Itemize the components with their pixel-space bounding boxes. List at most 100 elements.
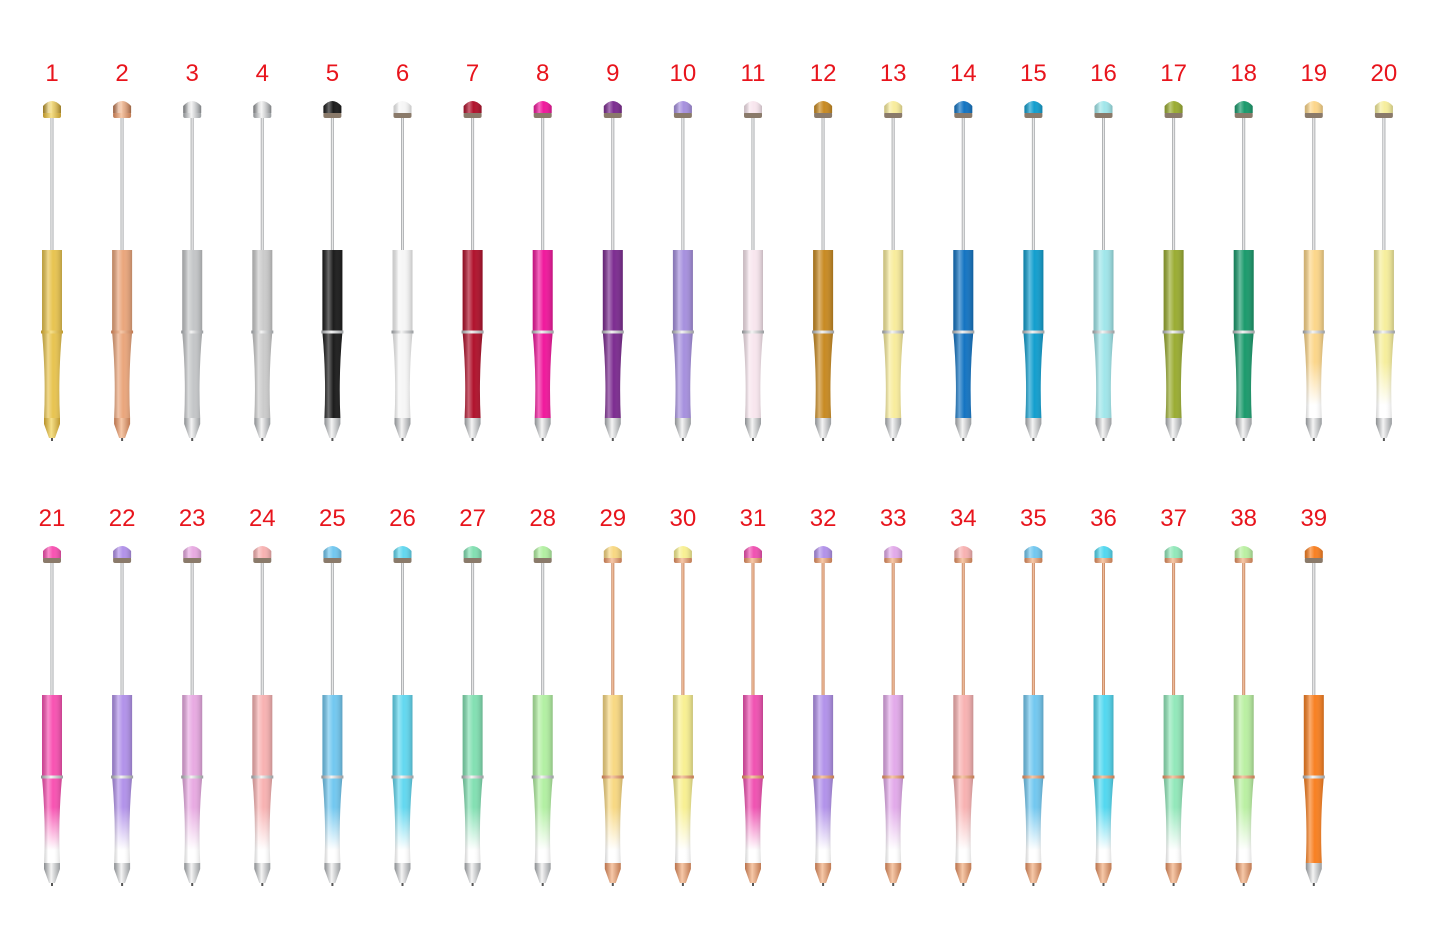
pen-middle-ring — [531, 775, 554, 779]
pen-lower-grip-shine — [1233, 332, 1254, 418]
pen-tip-collar — [1305, 863, 1322, 869]
pen-cap-shine — [1094, 546, 1113, 558]
pen-rod — [190, 118, 194, 252]
pen-number-label: 14 — [949, 60, 977, 87]
pen-upper-barrel-shine — [462, 695, 483, 777]
pen-upper-barrel-shine — [1303, 250, 1324, 332]
pen-upper-barrel-shine — [602, 695, 623, 777]
pen-ballpoint — [752, 438, 754, 441]
pen-cap-base — [113, 112, 132, 118]
pen-cap-shine — [1024, 101, 1043, 113]
pen-rod — [821, 563, 825, 697]
pen-cap-shine — [954, 546, 973, 558]
pen-rod — [891, 563, 895, 697]
pen-middle-ring — [1092, 330, 1115, 334]
pen-rod — [1382, 118, 1386, 252]
pen-cap-shine — [673, 546, 692, 558]
pen-cap-base — [1164, 557, 1183, 563]
pen-tip-collar — [464, 863, 481, 869]
pen-cap-shine — [393, 546, 412, 558]
pen-number-label: 36 — [1090, 505, 1117, 532]
pen-lower-grip-shine — [1093, 777, 1114, 863]
pen-ballpoint — [51, 438, 53, 441]
pen-rod — [961, 563, 965, 697]
pen-tip-cone — [815, 869, 832, 883]
pen-cap-shine — [1304, 101, 1323, 113]
pen-cap-base — [1234, 112, 1253, 118]
pen-rod — [611, 563, 615, 697]
pen-rod — [1312, 563, 1316, 697]
pen-tip-cone — [324, 424, 341, 438]
pen-lower-grip-shine — [672, 777, 693, 863]
pen-cap-base — [43, 557, 61, 563]
pen-cap-base — [533, 112, 552, 118]
pen-28 — [531, 546, 554, 886]
pen-cap-shine — [533, 546, 552, 558]
pen-tip-collar — [604, 418, 621, 424]
pen-tip-collar — [114, 418, 131, 424]
pen-cap-shine — [113, 546, 132, 558]
pen-tip-collar — [1235, 863, 1252, 869]
pen-ballpoint — [822, 438, 825, 441]
pen-rod — [1031, 563, 1035, 697]
pen-number-label: 15 — [1020, 60, 1047, 87]
pen-cap-base — [323, 557, 342, 563]
pen-tip-cone — [1165, 869, 1182, 883]
pen-cap-base — [954, 557, 973, 563]
pen-tip-cone — [324, 869, 341, 883]
pen-tip-cone — [394, 869, 411, 883]
pen-upper-barrel-shine — [182, 250, 203, 332]
pen-lower-grip-shine — [1303, 777, 1324, 863]
pen-upper-barrel-shine — [322, 695, 343, 777]
pen-tip-collar — [604, 863, 621, 869]
pen-cap-base — [533, 557, 552, 563]
pen-ballpoint — [471, 438, 474, 441]
pen-middle-ring — [251, 775, 274, 779]
pen-lower-grip-shine — [182, 777, 203, 863]
pen-lower-grip-shine — [813, 777, 834, 863]
pen-middle-ring — [1022, 330, 1045, 334]
pen-cap-shine — [603, 546, 622, 558]
pen-number-label: 33 — [879, 505, 907, 532]
pen-middle-ring — [181, 775, 204, 779]
pen-number-label: 23 — [178, 505, 206, 532]
pen-30 — [671, 546, 694, 886]
pen-ballpoint — [121, 883, 124, 886]
pen-cap-base — [463, 557, 482, 563]
pen-tip-cone — [1165, 424, 1182, 438]
pen-lower-grip-shine — [743, 777, 763, 863]
pen-middle-ring — [251, 330, 274, 334]
pen-rod — [751, 563, 755, 697]
pen-middle-ring — [882, 330, 905, 334]
pen-number-label: 16 — [1090, 60, 1117, 87]
pen-tip-collar — [745, 863, 761, 869]
pen-number-label: 2 — [115, 60, 129, 87]
pen-rod — [120, 118, 124, 252]
pen-ballpoint — [1242, 438, 1245, 441]
pen-middle-ring — [1302, 330, 1325, 334]
pen-tip-collar — [815, 863, 832, 869]
pen-lower-grip-shine — [252, 777, 273, 863]
pen-number-label: 24 — [248, 505, 276, 532]
pen-rod — [260, 563, 264, 697]
pen-cap-base — [393, 112, 412, 118]
pen-cap-shine — [463, 546, 482, 558]
pen-ballpoint — [1102, 883, 1105, 886]
pen-21 — [41, 546, 63, 886]
pen-5 — [321, 101, 344, 441]
pen-middle-ring — [1022, 775, 1045, 779]
pen-rod — [1242, 118, 1246, 252]
pen-tip-collar — [534, 418, 551, 424]
pen-ballpoint — [1312, 883, 1315, 886]
pen-middle-ring — [1092, 775, 1115, 779]
pen-upper-barrel-shine — [532, 695, 553, 777]
pen-upper-barrel-shine — [42, 250, 62, 332]
pen-ballpoint — [401, 883, 404, 886]
pen-rod — [50, 118, 54, 252]
pen-lower-grip-shine — [462, 777, 483, 863]
pen-number-label: 1 — [45, 60, 59, 87]
pen-ballpoint — [121, 438, 124, 441]
pen-cap-base — [1024, 112, 1043, 118]
